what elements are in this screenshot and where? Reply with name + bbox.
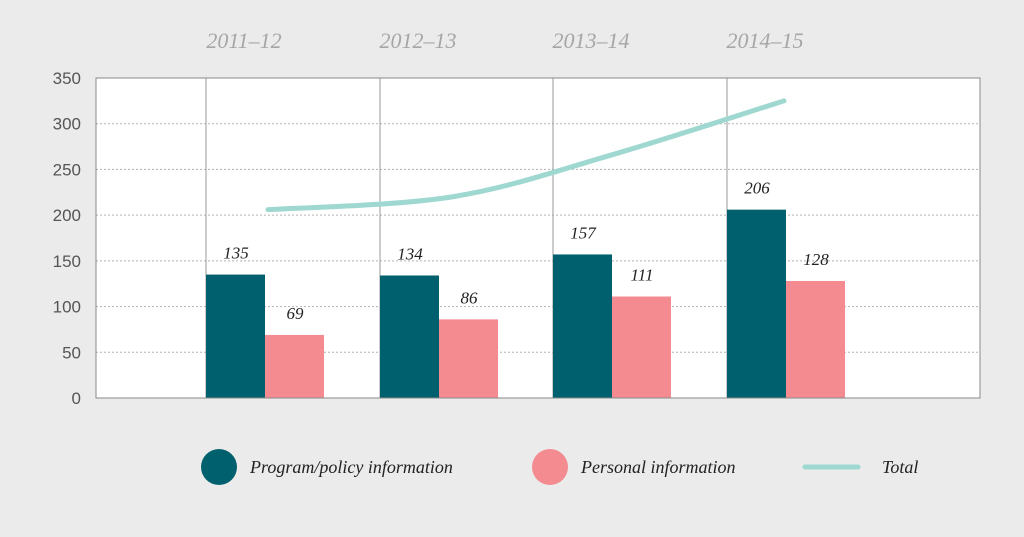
bar-personal <box>265 334 324 398</box>
y-tick-label: 350 <box>53 69 81 88</box>
data-label: 134 <box>397 244 423 263</box>
bar-personal <box>612 296 671 398</box>
bar-program-policy <box>553 254 612 398</box>
bar-program-policy <box>380 275 439 398</box>
y-tick-label: 250 <box>53 160 81 179</box>
data-label: 128 <box>803 250 829 269</box>
bar-program-policy <box>727 209 786 398</box>
data-label: 111 <box>631 266 654 285</box>
legend-label: Total <box>882 457 918 477</box>
legend-label: Program/policy information <box>249 457 453 477</box>
data-labels: 135 134 157 206 69 86 111 128 <box>223 179 829 323</box>
category-label: 2014–15 <box>727 28 804 53</box>
bar-program-policy <box>206 274 265 398</box>
category-label: 2012–13 <box>380 28 457 53</box>
y-tick-label: 300 <box>53 115 81 134</box>
category-label: 2011–12 <box>206 28 281 53</box>
legend: Program/policy information Personal infor… <box>201 449 918 485</box>
total-line <box>265 98 787 213</box>
legend-label: Personal information <box>580 457 736 477</box>
axes: 0 50 100 150 200 250 300 350 2011–12 2012–13 2013–… <box>53 28 981 408</box>
legend-swatch-program-policy <box>201 449 237 485</box>
data-label: 69 <box>287 304 305 323</box>
y-tick-label: 200 <box>53 206 81 225</box>
total-line-layer <box>265 98 787 213</box>
bars <box>206 209 845 398</box>
plot-border <box>95 77 981 399</box>
category-label: 2013–14 <box>553 28 630 53</box>
y-tick-label: 50 <box>62 343 81 362</box>
bar-personal <box>439 319 498 398</box>
y-tick-label: 100 <box>53 298 81 317</box>
y-tick-label: 0 <box>72 389 81 408</box>
legend-swatch-personal <box>532 449 568 485</box>
data-label: 135 <box>223 244 249 263</box>
data-label: 86 <box>461 288 479 307</box>
y-tick-label: 150 <box>53 252 81 271</box>
data-label: 206 <box>744 179 770 198</box>
data-label: 157 <box>570 223 597 242</box>
bar-personal <box>786 280 845 398</box>
